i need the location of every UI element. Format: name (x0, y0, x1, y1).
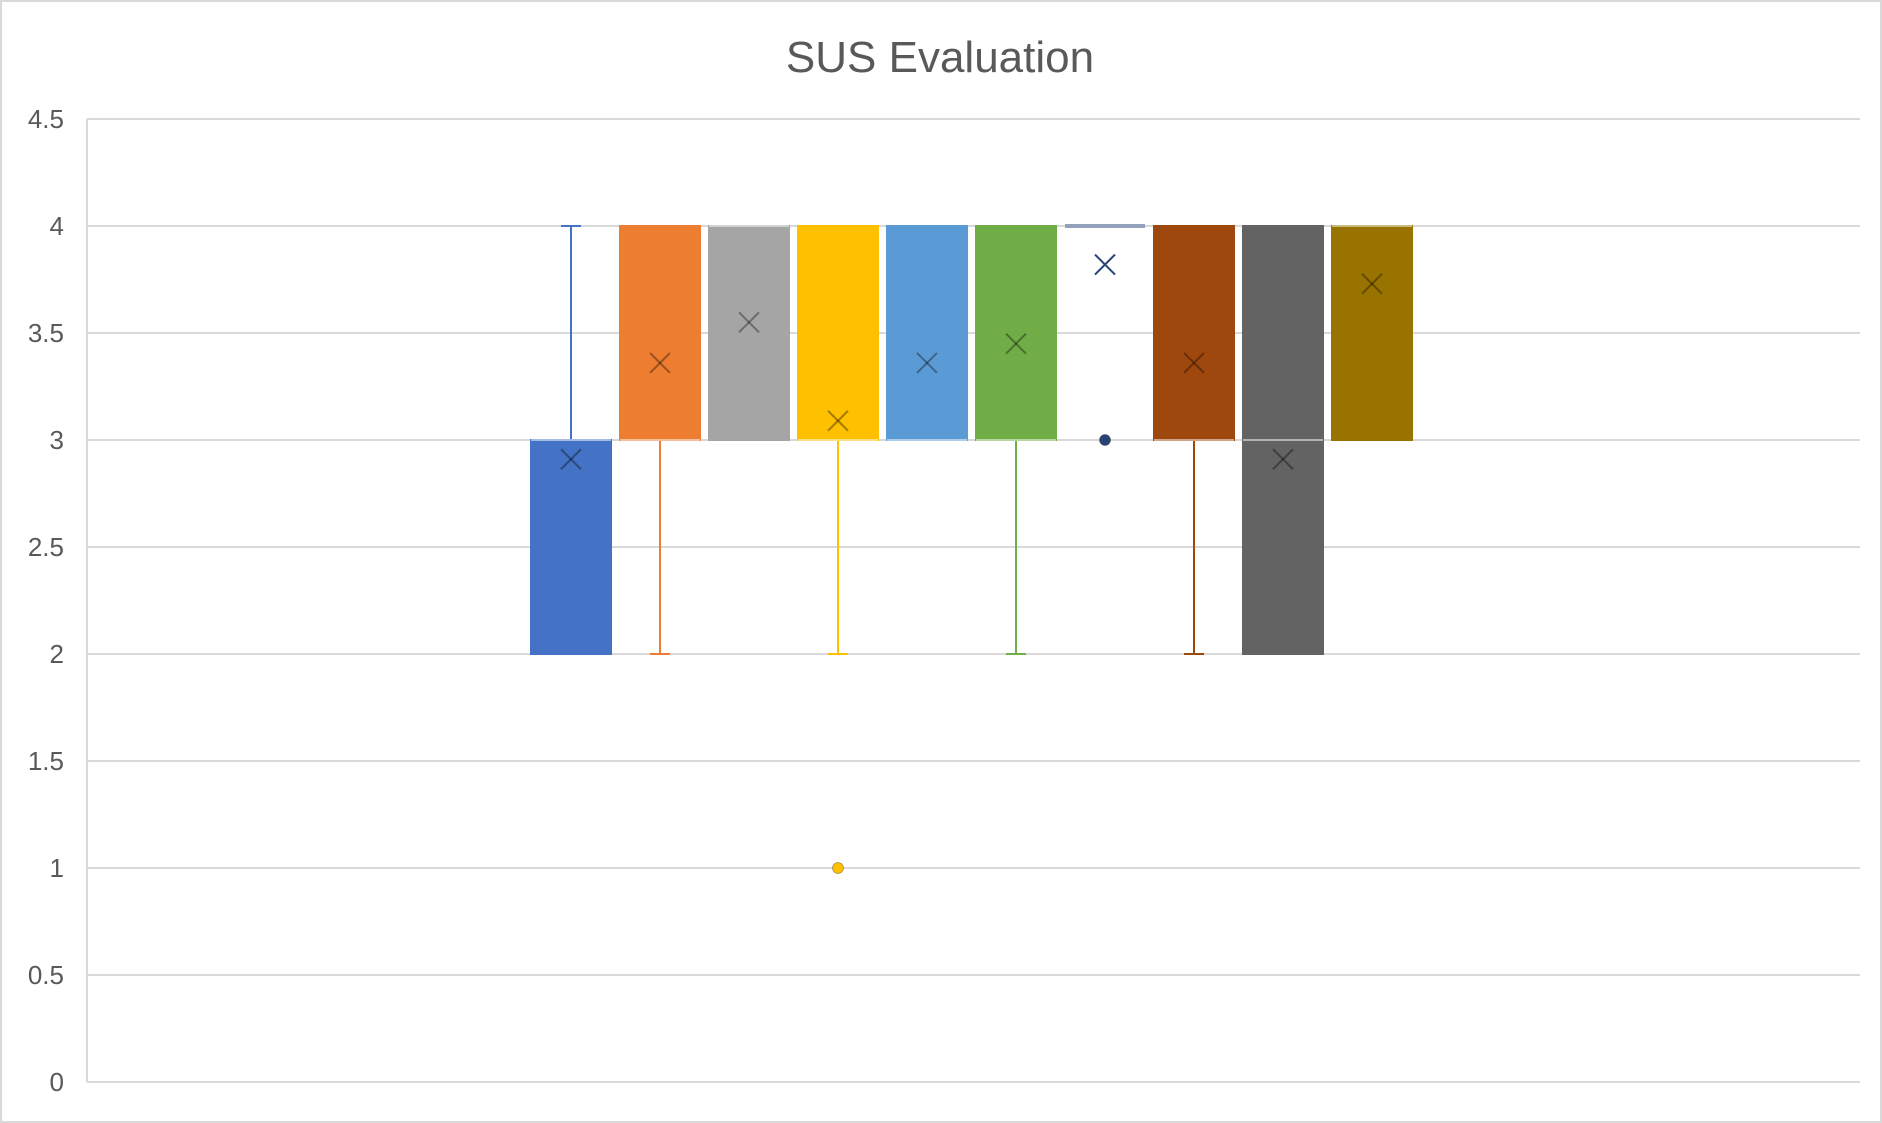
y-tick-label: 3.5 (28, 318, 64, 348)
mean-marker (1361, 273, 1383, 295)
y-tick-label: 4 (50, 211, 64, 241)
box (708, 225, 790, 441)
box-series (1065, 224, 1145, 446)
mean-marker (1094, 253, 1116, 276)
box-series (1153, 225, 1235, 655)
y-tick-label: 0 (50, 1067, 64, 1097)
y-axis: 0 0.5 1 1.5 2 2.5 3 3.5 4 4.5 (28, 104, 88, 1097)
mean-marker (1005, 332, 1027, 355)
mean-marker (649, 352, 671, 374)
mean-marker (1272, 448, 1294, 470)
y-tick-label: 3 (50, 425, 64, 455)
chart-title: SUS Evaluation (786, 33, 1094, 82)
box-series (708, 225, 790, 441)
box-series (797, 225, 879, 874)
mean-marker (560, 448, 582, 470)
mean-marker (916, 352, 938, 374)
box-series (1242, 225, 1324, 655)
grid-layer (87, 118, 1860, 1083)
box (530, 439, 612, 655)
box-series (1331, 225, 1413, 441)
outlier-point (832, 862, 844, 874)
box (619, 225, 701, 441)
outlier-point (1099, 434, 1111, 446)
mean-marker (1183, 352, 1205, 374)
boxes-layer (530, 224, 1413, 874)
y-tick-label: 1.5 (28, 746, 64, 776)
y-tick-label: 1 (50, 853, 64, 883)
mean-marker (827, 410, 849, 432)
mean-marker (738, 311, 760, 334)
y-tick-label: 4.5 (28, 104, 64, 134)
box (797, 225, 879, 441)
y-tick-label: 0.5 (28, 960, 64, 990)
y-tick-label: 2.5 (28, 532, 64, 562)
box (1153, 225, 1235, 441)
box-series (619, 225, 701, 655)
box (886, 225, 968, 441)
box-series (530, 225, 612, 655)
box-series (886, 225, 968, 441)
box (1331, 225, 1413, 441)
box (975, 225, 1057, 441)
box-series (975, 225, 1057, 655)
y-tick-label: 2 (50, 639, 64, 669)
